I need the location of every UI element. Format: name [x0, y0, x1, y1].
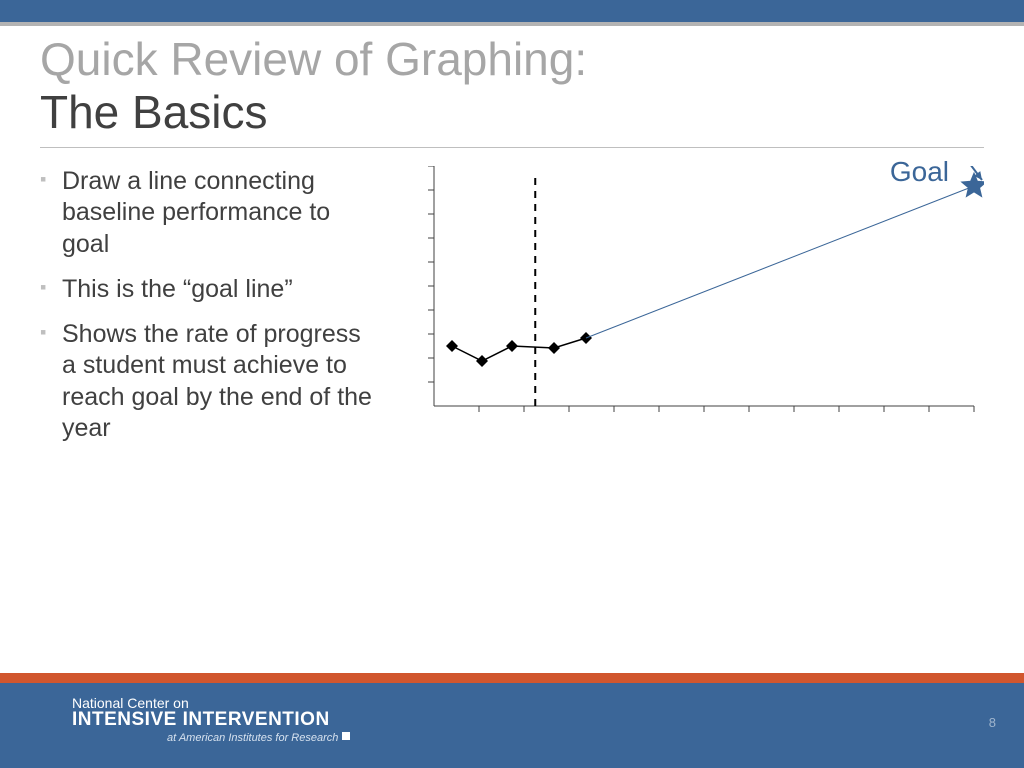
- bullet-item: This is the “goal line”: [40, 274, 374, 305]
- top-bar: [0, 0, 1024, 22]
- footer-accent-bar: [0, 673, 1024, 683]
- content-area: Quick Review of Graphing: The Basics Dra…: [0, 26, 1024, 458]
- slide: Quick Review of Graphing: The Basics Dra…: [0, 0, 1024, 768]
- body-columns: Draw a line connecting baseline performa…: [40, 166, 984, 458]
- page-number: 8: [989, 715, 996, 730]
- org-line-2: INTENSIVE INTERVENTION: [72, 709, 350, 731]
- title-underline: [40, 147, 984, 148]
- square-icon: [342, 732, 350, 740]
- title-line-1: Quick Review of Graphing:: [40, 34, 984, 85]
- bullet-item: Draw a line connecting baseline performa…: [40, 166, 374, 260]
- footer: National Center on INTENSIVE INTERVENTIO…: [0, 673, 1024, 768]
- title-line-2: The Basics: [40, 87, 984, 138]
- footer-main: National Center on INTENSIVE INTERVENTIO…: [0, 683, 1024, 768]
- goal-line-chart: [404, 166, 984, 446]
- bullet-list: Draw a line connecting baseline performa…: [40, 166, 374, 458]
- bullet-item: Shows the rate of progress a student mus…: [40, 319, 374, 444]
- chart-container: Goal: [404, 166, 984, 458]
- goal-label: Goal: [890, 156, 949, 188]
- org-line-3: at American Institutes for Research: [72, 732, 350, 744]
- org-logo: National Center on INTENSIVE INTERVENTIO…: [72, 695, 350, 744]
